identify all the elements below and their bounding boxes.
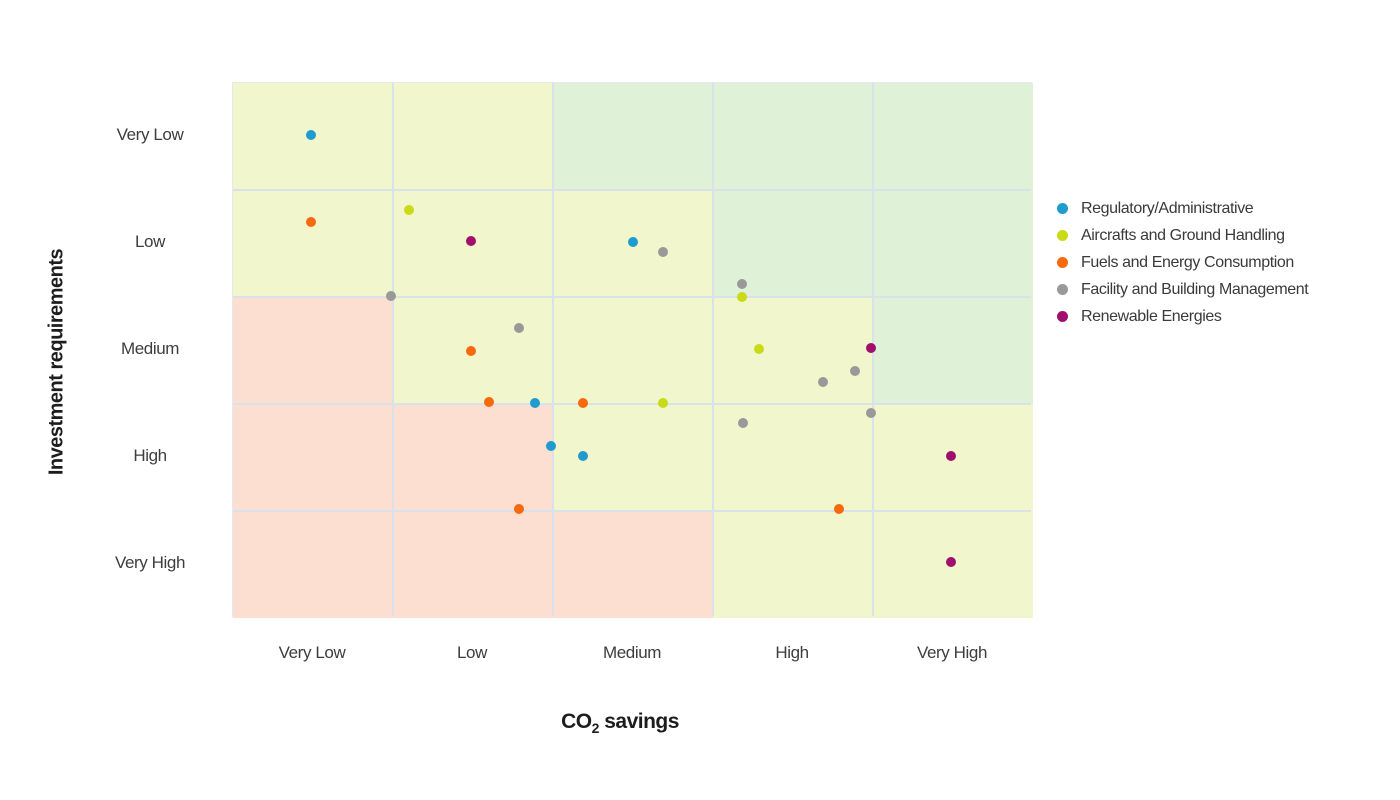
zone-cell	[713, 511, 873, 618]
data-point	[818, 376, 829, 387]
gridline-horizontal	[233, 510, 1031, 512]
legend-item: Aircrafts and Ground Handling	[1057, 222, 1308, 249]
zone-cell	[553, 83, 713, 190]
data-point	[530, 397, 541, 408]
data-point	[866, 407, 877, 418]
legend-item: Regulatory/Administrative	[1057, 195, 1308, 222]
zone-cell	[713, 404, 873, 511]
data-point	[736, 292, 747, 302]
x-axis-title-subscript: 2	[591, 720, 600, 736]
data-point	[946, 451, 957, 462]
data-point	[404, 205, 414, 216]
legend-swatch-icon	[1057, 284, 1068, 295]
gridline-horizontal	[233, 296, 1031, 298]
legend-swatch-icon	[1057, 257, 1068, 268]
y-axis-tick-label: Low	[135, 231, 165, 251]
x-axis-tick-label: Low	[457, 643, 487, 662]
gridline-vertical	[552, 83, 554, 616]
legend-label: Renewable Energies	[1081, 307, 1222, 325]
data-point	[738, 418, 749, 429]
zone-cell	[233, 190, 393, 297]
x-axis-tick-label: High	[775, 643, 809, 662]
zone-cell	[233, 297, 393, 404]
zone-cell	[233, 404, 393, 511]
data-point	[466, 236, 477, 247]
y-axis-tick-label: High	[133, 445, 167, 465]
data-point	[306, 217, 317, 228]
legend-swatch-icon	[1057, 311, 1068, 322]
zone-cell	[233, 511, 393, 618]
zone-cell	[713, 83, 873, 190]
gridline-vertical	[392, 83, 394, 616]
zone-cell	[393, 511, 553, 618]
data-point	[306, 130, 317, 141]
data-point	[658, 247, 669, 258]
data-point	[754, 344, 765, 355]
zone-cell	[873, 190, 1033, 297]
data-point	[736, 279, 747, 290]
legend-label: Regulatory/Administrative	[1081, 199, 1254, 217]
legend-label: Facility and Building Management	[1081, 280, 1309, 298]
data-point	[514, 323, 525, 334]
zone-cell	[393, 404, 553, 511]
y-axis-tick-label: Very Low	[116, 124, 184, 144]
legend: Regulatory/Administrative Aircrafts and G…	[1057, 195, 1309, 330]
data-point	[578, 451, 589, 462]
y-axis-tick-label: Very High	[114, 552, 186, 572]
zone-cell	[553, 404, 713, 511]
data-point	[850, 365, 861, 376]
zone-cell	[393, 83, 553, 190]
data-point	[834, 503, 845, 514]
zone-cell	[873, 297, 1033, 404]
data-point	[466, 345, 477, 356]
data-point	[946, 557, 957, 568]
data-point	[386, 290, 397, 301]
gridline-vertical	[712, 83, 714, 616]
legend-label: Aircrafts and Ground Handling	[1081, 226, 1285, 244]
x-axis-tick-label: Medium	[602, 643, 662, 662]
data-point	[484, 396, 494, 407]
gridline-horizontal	[233, 189, 1031, 191]
x-axis-title-prefix: CO	[561, 710, 592, 733]
plot-area	[232, 82, 1033, 618]
data-point	[658, 397, 669, 408]
zone-cell	[553, 511, 713, 618]
legend-swatch-icon	[1057, 230, 1068, 241]
data-point	[866, 343, 877, 354]
zone-cell	[713, 297, 873, 404]
x-axis-tick-label: Very Low	[278, 643, 346, 662]
gridline-horizontal	[233, 403, 1031, 405]
y-axis-title: Investment requirements	[45, 248, 68, 476]
data-point	[578, 397, 589, 408]
legend-item: Facility and Building Management	[1057, 276, 1309, 303]
legend-item: Fuels and Energy Consumption	[1057, 249, 1308, 276]
zone-cell	[553, 297, 713, 404]
legend-label: Fuels and Energy Consumption	[1081, 253, 1294, 271]
data-point	[514, 503, 525, 514]
legend-item: Renewable Energies	[1057, 303, 1308, 330]
legend-swatch-icon	[1057, 203, 1068, 214]
data-point	[546, 440, 557, 451]
x-axis-title-suffix: savings	[598, 710, 679, 733]
zone-cell	[873, 83, 1033, 190]
data-point	[628, 237, 638, 248]
x-axis-tick-label: Very High	[916, 643, 988, 662]
x-axis-title: CO2 savings	[220, 710, 1020, 736]
y-axis-tick-label: Medium	[120, 338, 180, 358]
